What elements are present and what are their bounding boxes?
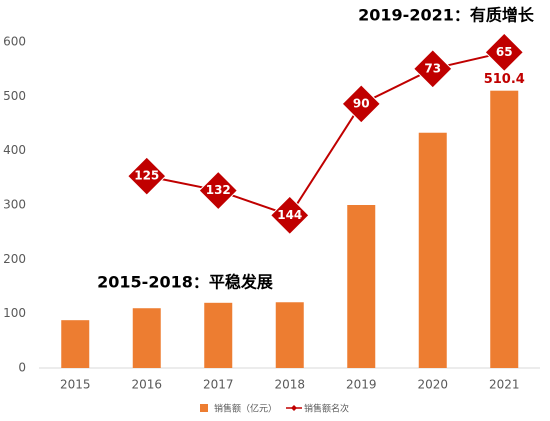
value-label: 510.4 — [484, 72, 525, 87]
marker — [413, 49, 453, 89]
x-tick-label: 2019 — [346, 378, 377, 392]
annotation: 2015-2018：平稳发展 — [97, 273, 274, 292]
marker — [127, 156, 167, 196]
legend-label: 销售额名次 — [304, 403, 349, 415]
bar — [132, 308, 161, 368]
data-label: 132 — [206, 183, 231, 197]
y-tick-label: 200 — [3, 252, 26, 266]
marker — [484, 32, 524, 73]
y-tick-label: 0 — [18, 361, 26, 375]
y-tick-label: 500 — [3, 89, 26, 103]
legend-swatch — [291, 405, 297, 411]
bar — [275, 302, 304, 368]
bar — [490, 90, 519, 368]
bar — [61, 320, 90, 368]
data-label: 65 — [496, 45, 513, 59]
bar — [418, 132, 447, 368]
legend-swatch — [200, 404, 208, 412]
x-tick-label: 2018 — [274, 378, 305, 392]
x-tick-label: 2015 — [60, 378, 91, 392]
x-tick-label: 2020 — [417, 378, 448, 392]
data-label: 90 — [353, 96, 370, 110]
marker — [341, 84, 381, 124]
x-tick-label: 2016 — [131, 378, 162, 392]
x-tick-label: 2021 — [489, 378, 520, 392]
marker — [198, 170, 238, 211]
annotation: 2019-2021：有质增长 — [358, 6, 535, 25]
legend-label: 销售额（亿元） — [214, 403, 277, 415]
data-label: 144 — [277, 208, 302, 222]
data-label: 125 — [134, 169, 159, 183]
y-tick-label: 100 — [3, 306, 26, 320]
bar — [347, 205, 376, 368]
y-tick-label: 600 — [3, 35, 26, 49]
bar — [204, 302, 233, 368]
y-tick-label: 400 — [3, 143, 26, 157]
x-tick-label: 2017 — [203, 378, 234, 392]
marker — [270, 195, 310, 236]
y-tick-label: 300 — [3, 198, 26, 212]
data-label: 73 — [424, 61, 441, 75]
